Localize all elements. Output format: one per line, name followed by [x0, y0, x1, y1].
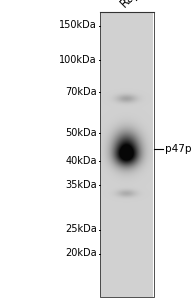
Text: 20kDa: 20kDa: [65, 248, 97, 259]
Text: 100kDa: 100kDa: [59, 55, 97, 65]
Text: 150kDa: 150kDa: [59, 20, 97, 31]
Bar: [100, 12, 154, 297]
Text: 50kDa: 50kDa: [65, 128, 97, 139]
Text: 40kDa: 40kDa: [65, 155, 97, 166]
Text: 70kDa: 70kDa: [65, 86, 97, 97]
Text: 35kDa: 35kDa: [65, 179, 97, 190]
Text: Raji: Raji: [118, 0, 142, 11]
Text: 25kDa: 25kDa: [65, 224, 97, 235]
Text: p47phox/NCF1: p47phox/NCF1: [165, 143, 192, 154]
